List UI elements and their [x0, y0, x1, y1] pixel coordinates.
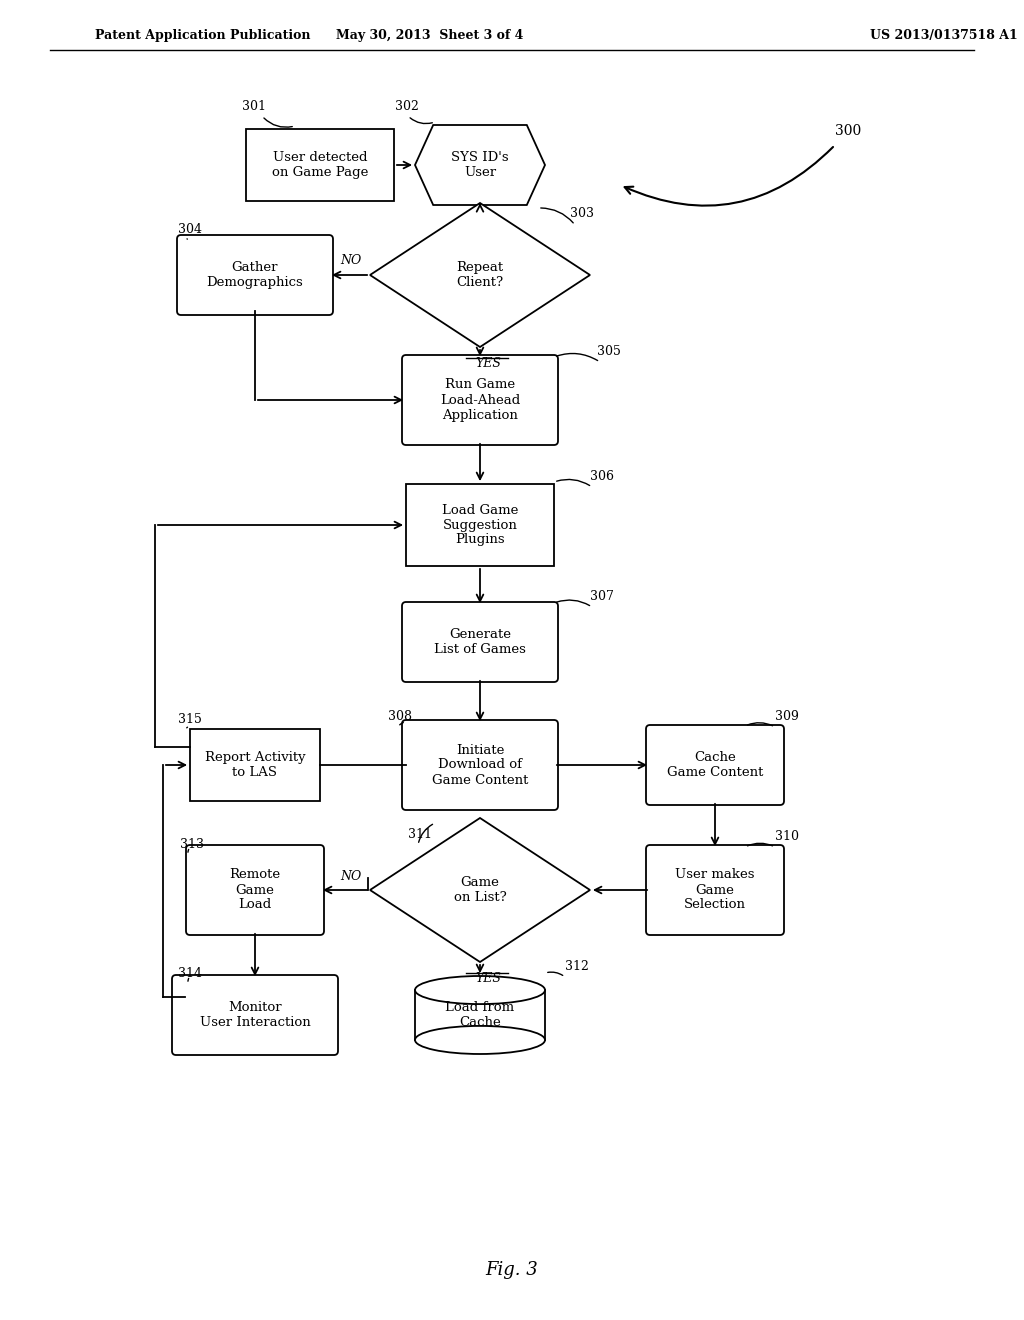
Text: 303: 303: [570, 207, 594, 220]
Text: 306: 306: [590, 470, 614, 483]
FancyBboxPatch shape: [190, 729, 319, 801]
Text: Run Game
Load-Ahead
Application: Run Game Load-Ahead Application: [440, 379, 520, 421]
Text: 312: 312: [565, 960, 589, 973]
Text: Report Activity
to LAS: Report Activity to LAS: [205, 751, 305, 779]
FancyBboxPatch shape: [172, 975, 338, 1055]
Text: Initiate
Download of
Game Content: Initiate Download of Game Content: [432, 743, 528, 787]
FancyBboxPatch shape: [646, 725, 784, 805]
Text: 309: 309: [775, 710, 799, 723]
Polygon shape: [370, 203, 590, 347]
Text: 307: 307: [590, 590, 613, 603]
Text: Repeat
Client?: Repeat Client?: [457, 261, 504, 289]
Text: US 2013/0137518 A1: US 2013/0137518 A1: [870, 29, 1018, 41]
Text: NO: NO: [341, 870, 362, 883]
Text: 301: 301: [242, 100, 266, 114]
FancyBboxPatch shape: [246, 129, 394, 201]
Text: Gather
Demographics: Gather Demographics: [207, 261, 303, 289]
Ellipse shape: [415, 1026, 545, 1053]
Text: 300: 300: [835, 124, 861, 139]
Text: Load from
Cache: Load from Cache: [445, 1001, 515, 1030]
Bar: [416, 990, 545, 1040]
Bar: [415, 990, 545, 1053]
FancyBboxPatch shape: [646, 845, 784, 935]
Text: User detected
on Game Page: User detected on Game Page: [271, 150, 369, 180]
Text: 313: 313: [180, 838, 204, 851]
Text: User makes
Game
Selection: User makes Game Selection: [675, 869, 755, 912]
Text: Remote
Game
Load: Remote Game Load: [229, 869, 281, 912]
Text: 305: 305: [597, 345, 621, 358]
Text: Patent Application Publication: Patent Application Publication: [95, 29, 310, 41]
Text: 304: 304: [178, 223, 202, 236]
Text: 314: 314: [178, 968, 202, 979]
Text: 315: 315: [178, 713, 202, 726]
Text: 311: 311: [408, 828, 432, 841]
Text: Monitor
User Interaction: Monitor User Interaction: [200, 1001, 310, 1030]
Text: Load Game
Suggestion
Plugins: Load Game Suggestion Plugins: [441, 503, 518, 546]
Text: May 30, 2013  Sheet 3 of 4: May 30, 2013 Sheet 3 of 4: [336, 29, 523, 41]
Text: 310: 310: [775, 830, 799, 843]
Polygon shape: [415, 125, 545, 205]
Text: YES: YES: [475, 356, 501, 370]
Text: NO: NO: [341, 255, 362, 268]
Text: Generate
List of Games: Generate List of Games: [434, 628, 526, 656]
FancyBboxPatch shape: [406, 484, 554, 566]
Ellipse shape: [415, 975, 545, 1005]
Text: 302: 302: [395, 100, 419, 114]
Text: Fig. 3: Fig. 3: [485, 1261, 539, 1279]
FancyBboxPatch shape: [186, 845, 324, 935]
Text: Game
on List?: Game on List?: [454, 876, 507, 904]
Text: SYS ID's
User: SYS ID's User: [452, 150, 509, 180]
FancyBboxPatch shape: [177, 235, 333, 315]
Text: Cache
Game Content: Cache Game Content: [667, 751, 763, 779]
FancyBboxPatch shape: [402, 355, 558, 445]
Text: 308: 308: [388, 710, 412, 723]
FancyBboxPatch shape: [402, 719, 558, 810]
Text: YES: YES: [475, 972, 501, 985]
FancyBboxPatch shape: [402, 602, 558, 682]
Polygon shape: [370, 818, 590, 962]
